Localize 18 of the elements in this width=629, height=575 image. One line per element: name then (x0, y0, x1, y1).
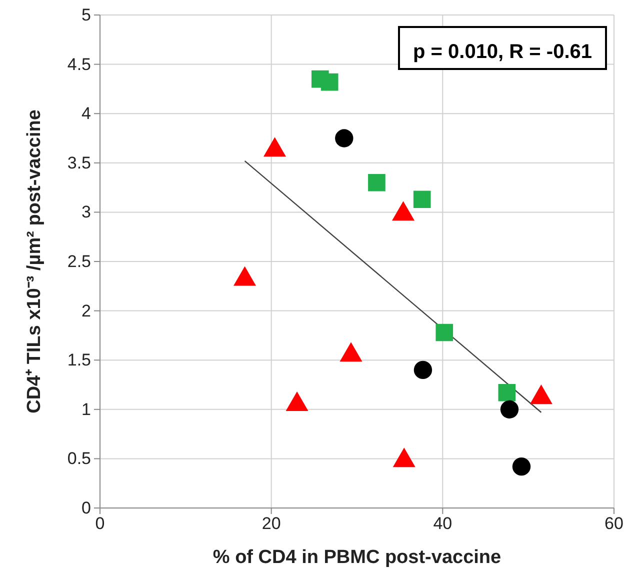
x-axis-title: % of CD4 in PBMC post-vaccine (212, 547, 502, 568)
y-tick-label: 2 (82, 301, 91, 320)
y-tick-label: 5 (82, 5, 91, 24)
x-tick-label: 40 (433, 514, 452, 534)
x-tick-label: 20 (262, 514, 281, 534)
y-axis-title: CD4⁺ TILs x10⁻³ /µm² post-vaccine (24, 110, 45, 414)
x-tick-label: 60 (604, 514, 624, 534)
y-tick-label: 0 (82, 498, 91, 518)
y-tick-label: 1 (82, 400, 91, 419)
y-tick-label: 2.5 (67, 252, 91, 271)
y-tick-label: 4 (82, 104, 91, 124)
y-tick-label: 0.5 (67, 449, 91, 468)
annotation: p = 0.010, R = -0.61 (413, 41, 592, 63)
y-tick-label: 1.5 (67, 350, 91, 370)
y-tick-label: 3 (82, 202, 91, 222)
y-tick-label: 4.5 (67, 54, 91, 74)
x-tick-label: 0 (95, 514, 105, 534)
y-tick-label: 3.5 (67, 153, 91, 172)
